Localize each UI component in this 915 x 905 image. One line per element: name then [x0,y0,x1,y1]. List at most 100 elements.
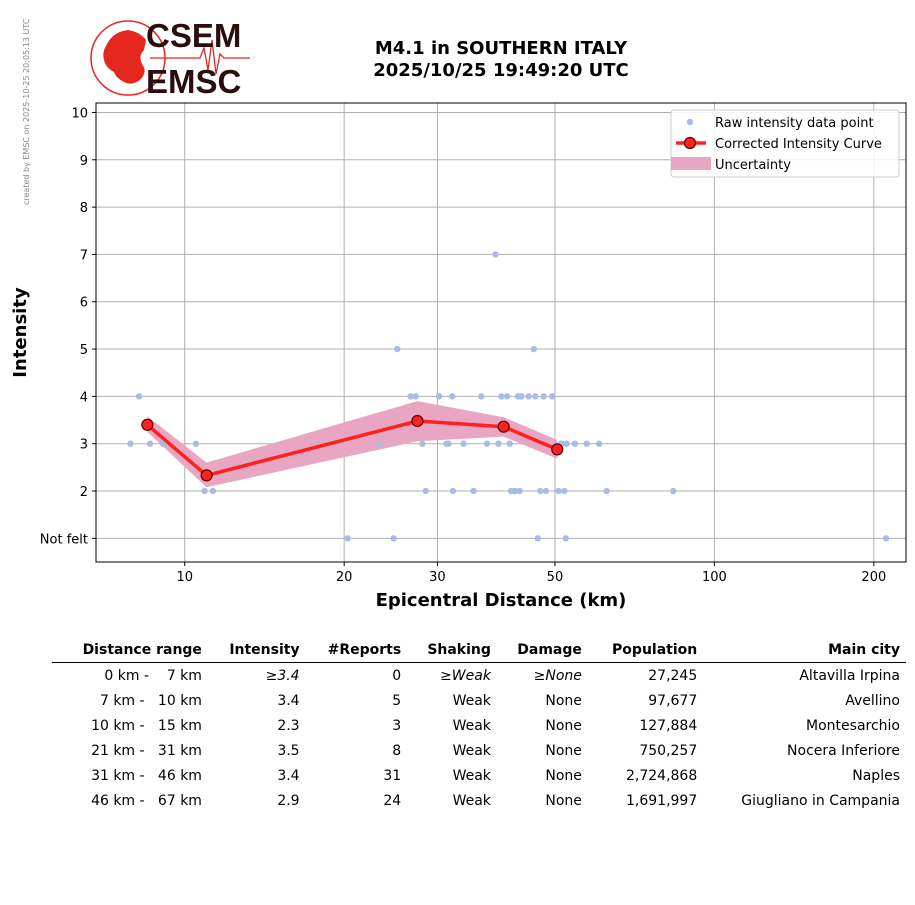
raw-data-point [882,535,890,542]
table-cell-population: 97,677 [648,692,698,709]
curve-marker [551,443,564,456]
raw-data-point [146,440,154,447]
table-header-cell: Distance range [52,640,208,663]
raw-data-point [506,440,514,447]
table-row: 0 km - 7 km ≥3.4 0 ≥Weak ≥None 27,245 Altavill… [52,663,906,689]
raw-data-point [518,393,525,400]
x-axis-label: Epicentral Distance (km) [376,590,627,611]
raw-data-point [445,440,452,447]
table-cell-shaking: Weak [452,792,491,809]
table-body: 0 km - 7 km ≥3.4 0 ≥Weak ≥None 27,245 Altavill… [52,663,906,814]
raw-data-point [595,440,603,447]
curve-markers [141,414,564,482]
raw-data-point [470,487,477,495]
x-tick-label: 200 [861,570,886,585]
table-header-row: Distance range Intensity #Reports Shaking Da… [52,640,906,663]
raw-data-point [449,487,457,495]
table-cell-shaking: Weak [452,742,491,759]
raw-data-point [495,440,502,447]
raw-data-point [492,251,499,258]
y-tick-label: 4 [80,390,88,405]
intensity-chart: 10 20 30 50 100 200 Not felt 2 3 4 5 6 7 8 9 10 Epicent… [10,102,907,611]
raw-data-point [449,393,456,400]
raw-data-point [537,487,544,495]
logo-seismogram [150,39,250,75]
table-header-cell: #Reports [305,640,408,663]
table-row: 46 km - 67 km 2.9 24 Weak None 1,691,997 Giugl… [52,788,906,813]
x-tick-label: 50 [547,570,564,585]
intensity-table: Distance range Intensity #Reports Shaking Da… [52,640,906,813]
table-cell-damage: None [545,742,582,759]
table-cell-shaking: ≥Weak [440,667,491,684]
legend: Raw intensity data point Corrected Intens… [670,109,900,178]
x-tick-label: 100 [702,570,727,585]
raw-data-point [419,440,426,447]
table-cell-range: 7 km - 10 km [99,692,202,709]
table-row: 7 km - 10 km 3.4 5 Weak None 97,677 Avellino [52,688,906,713]
emsc-logo: CSEM EMSC [90,17,250,100]
table-cell-reports: 3 [392,717,402,734]
table-header-cell: Shaking [407,640,497,663]
raw-data-point [376,440,383,447]
table-cell-range: 21 km - 31 km [91,742,202,759]
table-cell-city: Nocera Inferiore [787,742,900,759]
table-cell-damage: None [545,692,582,709]
chart-title: M4.1 in SOUTHERN ITALY 2025/10/25 19:49:… [300,38,702,82]
table-cell-city: Avellino [845,692,900,709]
table-cell-range: 31 km - 46 km [91,767,202,784]
raw-data-point [344,535,351,542]
logo-globe-land [103,30,146,84]
table-cell-range: 0 km - 7 km [104,667,202,684]
legend-label: Uncertainty [715,158,791,173]
raw-data-point [532,393,539,400]
table-cell-population: 27,245 [648,667,698,684]
table-cell-damage: None [545,717,582,734]
legend-uncertainty-swatch [671,157,711,170]
table-row: 10 km - 15 km 2.3 3 Weak None 127,884 Montesar… [52,713,906,738]
curve-marker [141,418,154,431]
raw-data-point [394,345,401,353]
table-cell-city: Naples [852,767,900,784]
axis-ticks: 10 20 30 50 100 200 Not felt 2 3 4 5 6 7 8 9 10 [40,106,886,585]
legend-label: Corrected Intensity Curve [715,137,882,152]
curve-marker [200,469,213,482]
raw-data-point [503,393,511,400]
y-tick-label: 3 [80,438,88,453]
y-tick-label: 5 [80,343,88,358]
y-tick-label: 7 [80,248,88,263]
table-cell-intensity: 3.5 [277,742,300,759]
raw-data-point [201,487,208,495]
table-cell-range: 10 km - 15 km [91,717,202,734]
table-cell-population: 1,691,997 [625,792,698,809]
logo-top-text: CSEM [146,17,241,54]
table-cell-damage: ≥None [533,667,582,684]
y-axis-label: Intensity [10,287,31,378]
table-cell-shaking: Weak [452,692,491,709]
table-header-cell: Main city [703,640,906,663]
y-tick-label: 6 [80,296,88,311]
raw-data-point [571,440,578,447]
legend-label: Raw intensity data point [715,116,874,131]
table-cell-damage: None [545,792,582,809]
y-tick-label: 2 [80,485,88,500]
x-tick-label: 30 [429,570,446,585]
raw-data-point [159,440,167,447]
legend-curve-swatch-marker [683,136,697,150]
table-cell-shaking: Weak [452,767,491,784]
table-row: 31 km - 46 km 3.4 31 Weak None 2,724,868 Naple… [52,763,906,788]
x-tick-label: 10 [176,570,193,585]
title-line-1: M4.1 in SOUTHERN ITALY [374,38,628,59]
table-cell-intensity: 3.4 [277,767,300,784]
raw-data-point [460,440,467,447]
y-tick-label: Not felt [40,532,88,547]
table-cell-shaking: Weak [452,717,491,734]
raw-data-point [435,393,443,400]
table-cell-intensity: 2.3 [277,717,300,734]
x-tick-label: 20 [336,570,353,585]
curve-marker [497,420,510,433]
plot-frame [95,102,907,563]
raw-data-point [548,393,556,400]
table-cell-city: Montesarchio [806,717,900,734]
table-cell-reports: 24 [383,792,402,809]
raw-data-point [407,393,414,400]
